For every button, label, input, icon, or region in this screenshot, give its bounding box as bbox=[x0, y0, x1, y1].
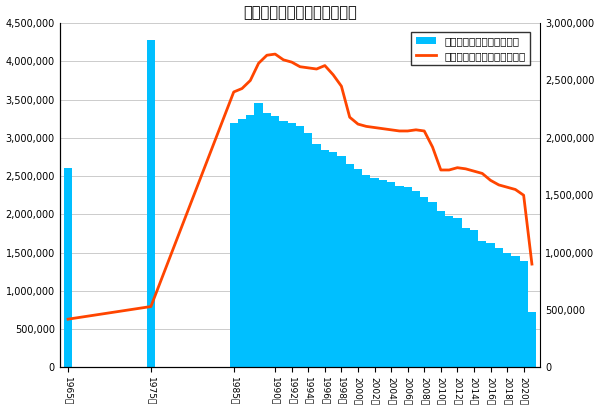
営業収入（百万円）右目盛り bbox=[404, 129, 411, 134]
Bar bbox=[470, 230, 478, 367]
Bar bbox=[453, 218, 461, 367]
Title: 輸送人員及び営業収入の推移: 輸送人員及び営業収入の推移 bbox=[243, 6, 357, 21]
営業収入（百万円）右目盛り bbox=[503, 185, 511, 189]
営業収入（百万円）右目盛り bbox=[247, 78, 254, 83]
Bar bbox=[313, 144, 321, 367]
Bar bbox=[445, 216, 453, 367]
Bar bbox=[387, 182, 395, 367]
Bar bbox=[511, 256, 520, 367]
営業収入（百万円）右目盛り bbox=[313, 67, 320, 72]
営業収入（百万円）右目盛り bbox=[272, 52, 279, 57]
営業収入（百万円）右目盛り bbox=[421, 129, 428, 134]
Bar bbox=[528, 312, 536, 367]
Bar bbox=[271, 116, 279, 367]
Bar bbox=[354, 169, 362, 367]
Bar bbox=[238, 119, 246, 367]
営業収入（百万円）右目盛り bbox=[437, 168, 445, 173]
Bar bbox=[428, 202, 437, 367]
営業収入（百万円）右目盛り bbox=[238, 86, 245, 91]
Bar bbox=[362, 175, 370, 367]
営業収入（百万円）右目盛り bbox=[64, 317, 71, 322]
Bar bbox=[279, 121, 287, 367]
営業収入（百万円）右目盛り bbox=[379, 126, 386, 131]
営業収入（百万円）右目盛り bbox=[321, 63, 328, 68]
営業収入（百万円）右目盛り bbox=[305, 65, 312, 70]
営業収入（百万円）右目盛り bbox=[329, 72, 337, 77]
営業収入（百万円）右目盛り bbox=[230, 90, 238, 95]
営業収入（百万円）右目盛り bbox=[396, 129, 403, 134]
営業収入（百万円）右目盛り bbox=[388, 127, 395, 132]
営業収入（百万円）右目盛り bbox=[280, 58, 287, 62]
Bar bbox=[461, 228, 470, 367]
Bar bbox=[487, 242, 494, 367]
営業収入（百万円）右目盛り bbox=[255, 61, 262, 66]
営業収入（百万円）右目盛り bbox=[412, 127, 419, 132]
Bar bbox=[494, 248, 503, 367]
Bar bbox=[420, 197, 428, 367]
Bar bbox=[64, 169, 72, 367]
Bar bbox=[147, 40, 155, 367]
営業収入（百万円）右目盛り bbox=[371, 125, 378, 130]
営業収入（百万円）右目盛り bbox=[263, 53, 271, 58]
Bar bbox=[246, 115, 254, 367]
Bar bbox=[329, 152, 337, 367]
営業収入（百万円）右目盛り bbox=[454, 165, 461, 170]
営業収入（百万円）右目盛り bbox=[429, 145, 436, 150]
営業収入（百万円）右目盛り bbox=[512, 187, 519, 192]
Bar bbox=[370, 178, 379, 367]
営業収入（百万円）右目盛り bbox=[529, 262, 536, 267]
Bar bbox=[287, 122, 296, 367]
営業収入（百万円）右目盛り bbox=[520, 193, 527, 198]
Bar bbox=[404, 187, 412, 367]
Bar bbox=[321, 150, 329, 367]
Bar bbox=[346, 164, 354, 367]
営業収入（百万円）右目盛り bbox=[338, 84, 345, 89]
Bar bbox=[263, 113, 271, 367]
Bar bbox=[395, 186, 404, 367]
Bar bbox=[379, 180, 387, 367]
Bar bbox=[304, 133, 313, 367]
Legend: 輸送人員（千人）左目盛り, 営業収入（百万円）右目盛り: 輸送人員（千人）左目盛り, 営業収入（百万円）右目盛り bbox=[412, 32, 530, 65]
営業収入（百万円）右目盛り bbox=[346, 115, 353, 120]
Line: 営業収入（百万円）右目盛り: 営業収入（百万円）右目盛り bbox=[68, 54, 532, 319]
Bar bbox=[254, 103, 263, 367]
営業収入（百万円）右目盛り bbox=[362, 124, 370, 129]
Bar bbox=[503, 253, 511, 367]
Bar bbox=[337, 156, 346, 367]
Bar bbox=[478, 241, 487, 367]
営業収入（百万円）右目盛り bbox=[445, 168, 452, 173]
営業収入（百万円）右目盛り bbox=[148, 304, 155, 309]
営業収入（百万円）右目盛り bbox=[495, 182, 502, 187]
Bar bbox=[520, 261, 528, 367]
営業収入（百万円）右目盛り bbox=[288, 60, 295, 65]
営業収入（百万円）右目盛り bbox=[479, 171, 486, 176]
Bar bbox=[296, 126, 304, 367]
営業収入（百万円）右目盛り bbox=[296, 64, 304, 69]
営業収入（百万円）右目盛り bbox=[355, 122, 362, 127]
Bar bbox=[230, 122, 238, 367]
Bar bbox=[437, 211, 445, 367]
営業収入（百万円）右目盛り bbox=[487, 178, 494, 183]
営業収入（百万円）右目盛り bbox=[470, 169, 478, 173]
Bar bbox=[412, 191, 420, 367]
営業収入（百万円）右目盛り bbox=[462, 166, 469, 171]
